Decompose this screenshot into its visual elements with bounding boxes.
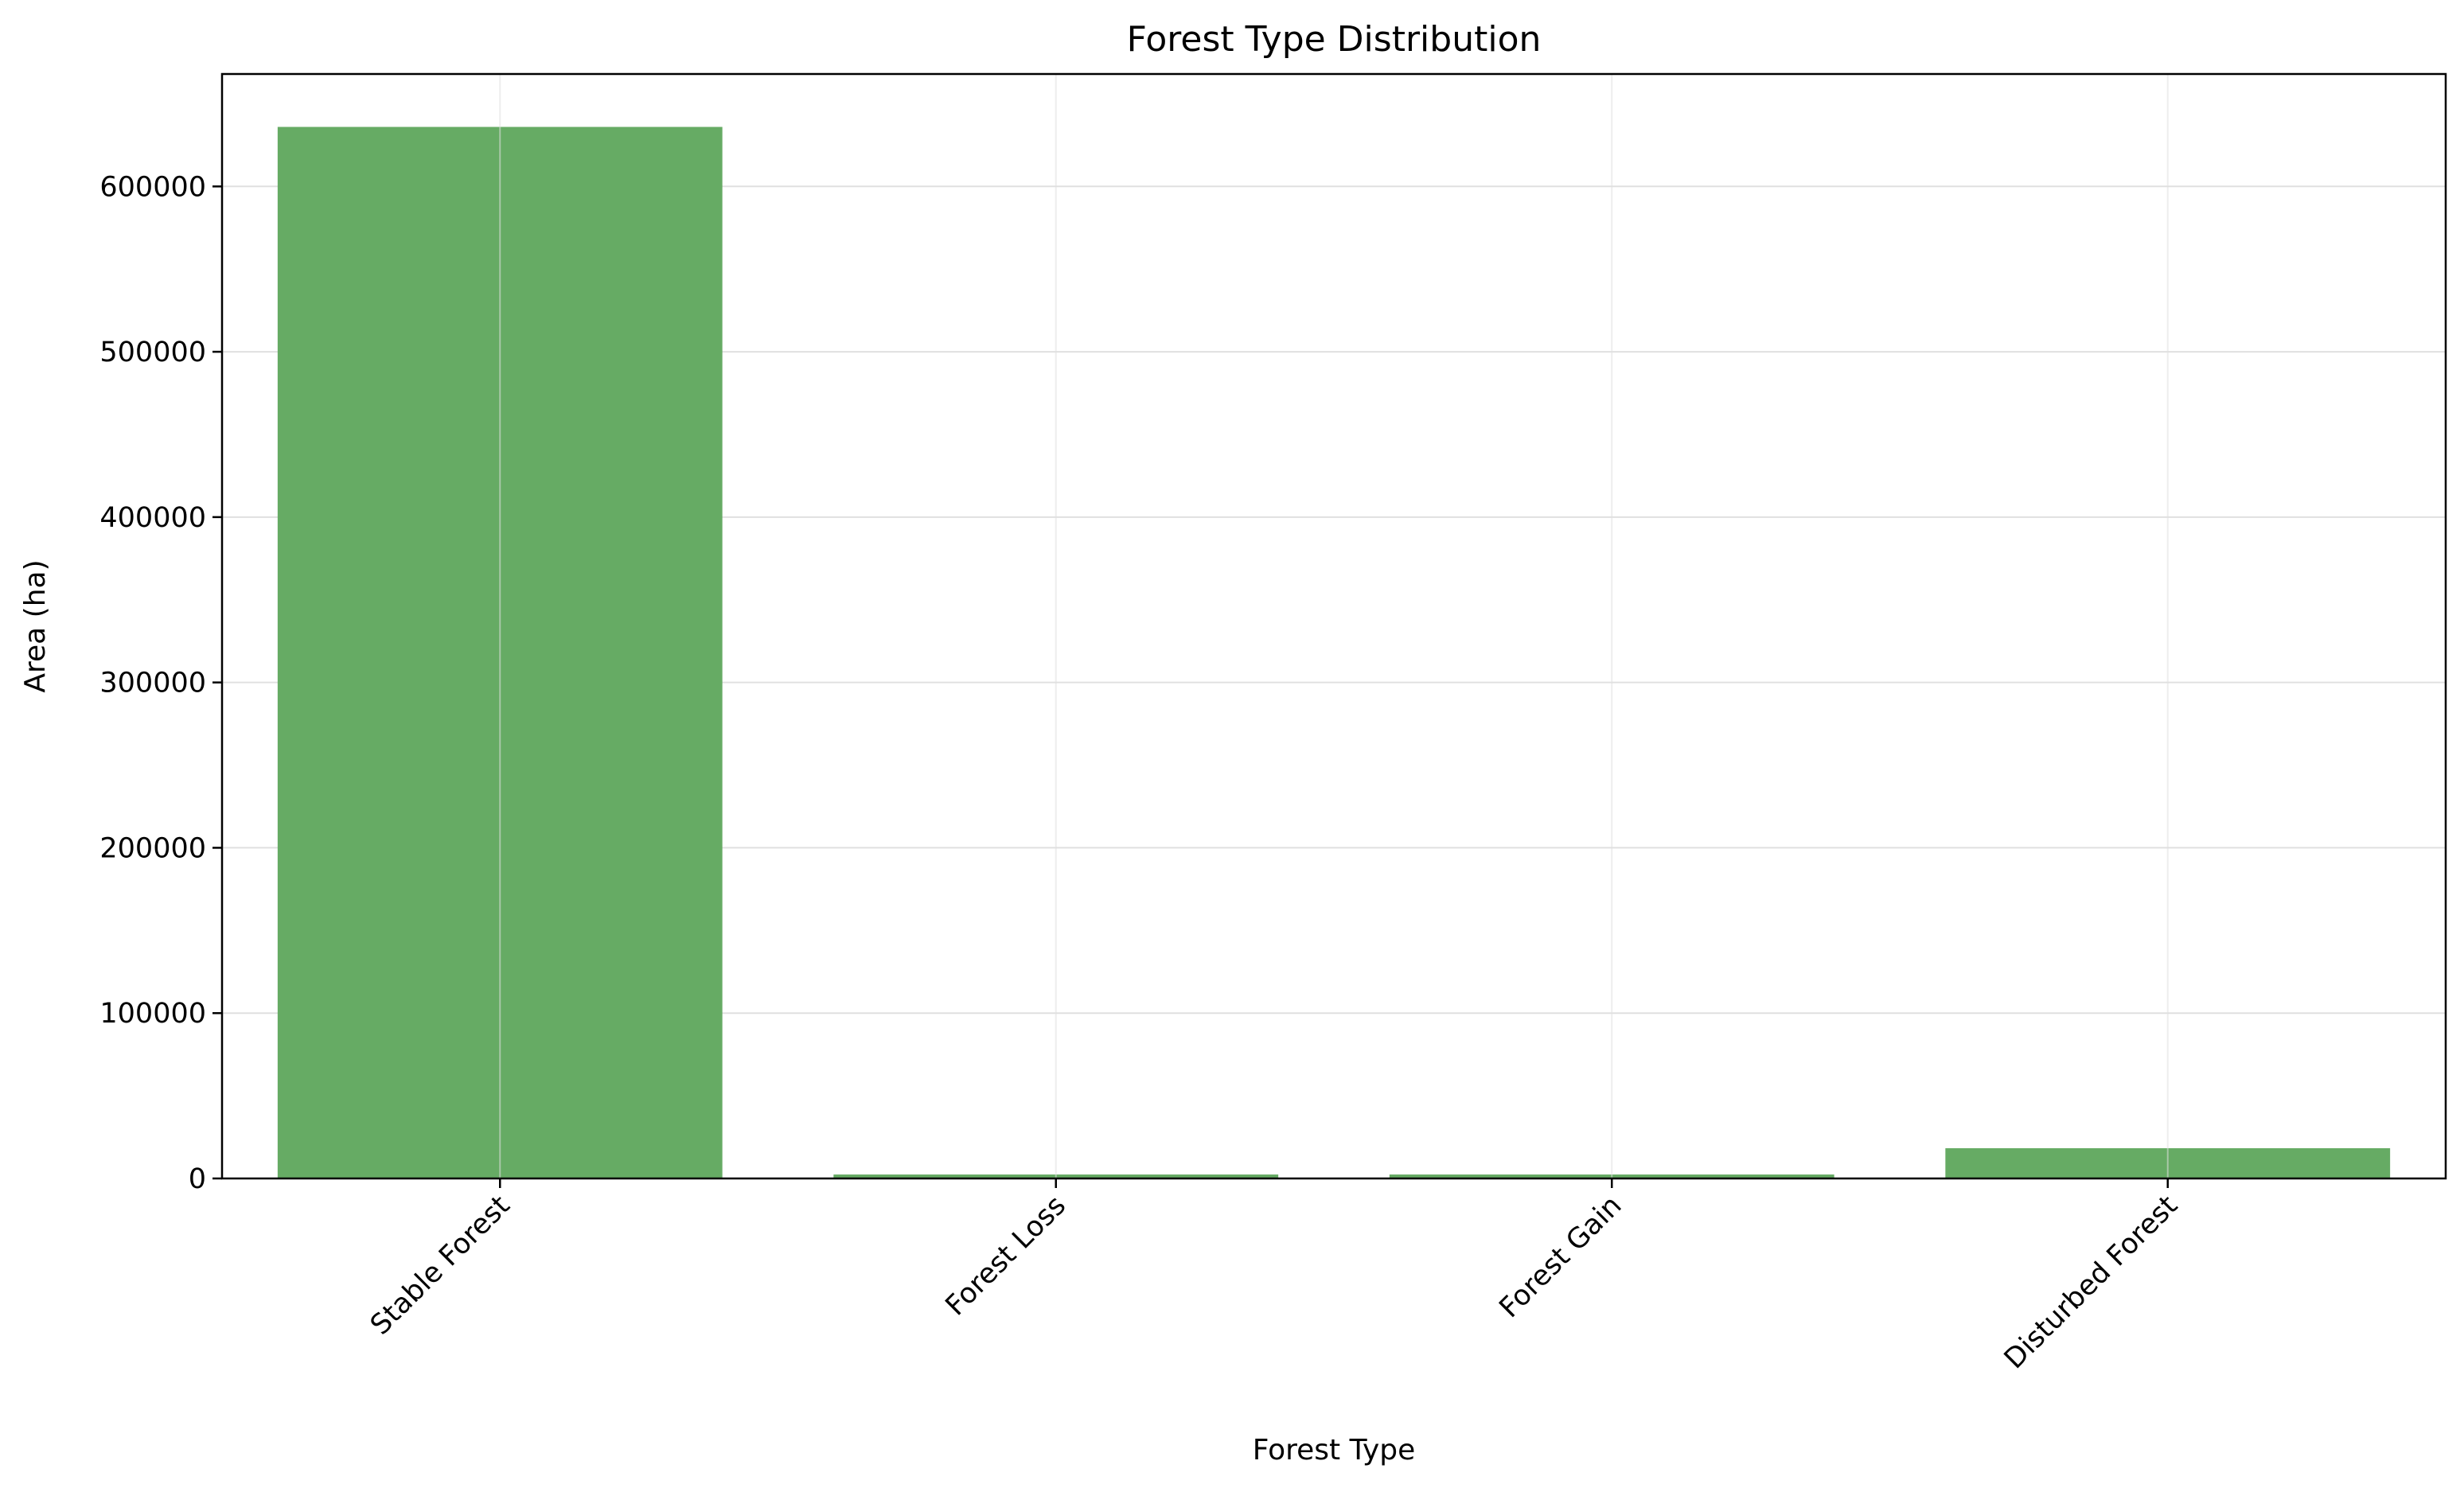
y-tick-label: 100000 [99, 998, 206, 1030]
y-tick-label: 300000 [99, 668, 206, 699]
y-tick-label: 400000 [99, 502, 206, 534]
chart-title: Forest Type Distribution [1127, 19, 1542, 60]
y-tick-label: 0 [189, 1163, 206, 1195]
y-tick-label: 500000 [99, 337, 206, 368]
y-axis-label: Area (ha) [19, 559, 52, 692]
x-axis-label: Forest Type [1253, 1434, 1416, 1467]
plot-frame [220, 72, 2447, 1180]
y-tick-label: 600000 [99, 171, 206, 203]
y-tick-label: 200000 [99, 832, 206, 864]
